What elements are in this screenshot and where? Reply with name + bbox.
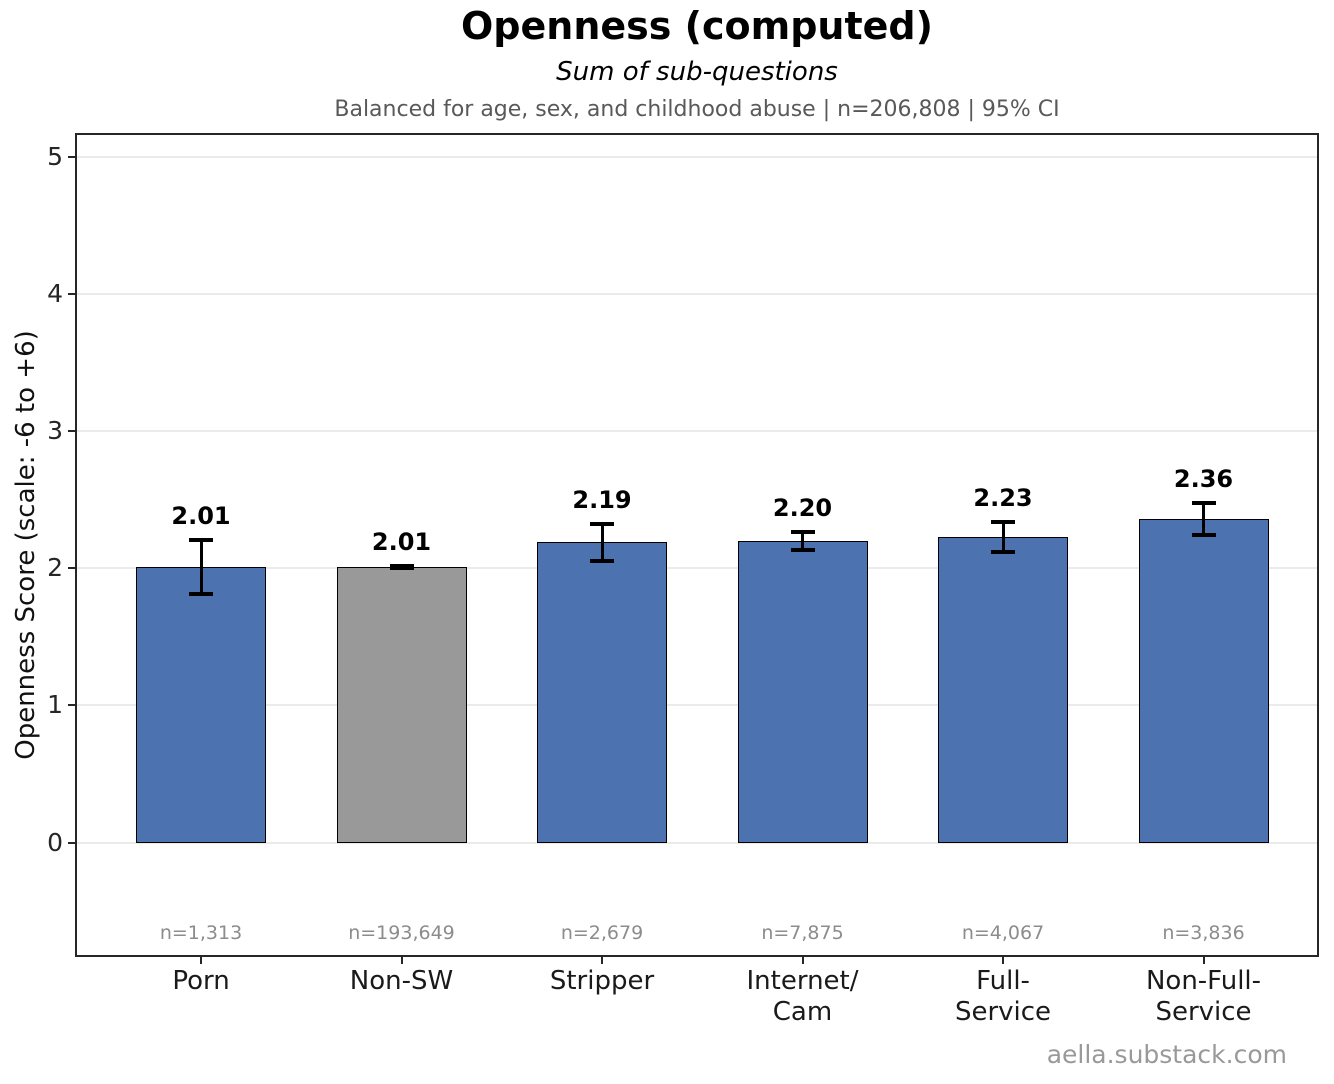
bar-value-label-non-full-service: 2.36 — [1173, 465, 1234, 494]
x-category-label-stripper: Stripper — [549, 966, 655, 996]
sample-size-label-full-service: n=4,067 — [961, 922, 1045, 944]
gridline-y-4 — [77, 293, 1317, 296]
y-tick-label-0: 0 — [47, 827, 63, 857]
bar-value-label-stripper: 2.19 — [572, 485, 632, 514]
sample-size-label-non-full-service: n=3,836 — [1162, 922, 1245, 944]
error-bar-cap-top-stripper — [590, 521, 614, 526]
sample-size-label-internet-cam: n=7,875 — [761, 922, 844, 944]
sample-size-label-stripper: n=2,679 — [560, 922, 644, 944]
x-tick-mark-non-full-service — [1202, 955, 1205, 964]
error-bar-cap-bottom-stripper — [590, 558, 614, 563]
y-tick-mark-0 — [68, 841, 77, 844]
error-bar-cap-top-non-sw — [389, 563, 414, 568]
x-tick-mark-non-sw — [400, 955, 403, 964]
y-tick-label-3: 3 — [47, 416, 63, 446]
error-bar-non-full-service — [1202, 503, 1205, 535]
bar-value-label-internet-cam: 2.20 — [772, 493, 833, 522]
sample-size-label-porn: n=1,313 — [159, 922, 243, 944]
x-category-label-porn: Porn — [172, 966, 230, 996]
bar-porn — [136, 566, 266, 843]
y-tick-label-5: 5 — [47, 141, 63, 171]
bar-stripper — [537, 542, 667, 843]
bar-internet-cam — [737, 540, 868, 843]
x-category-label-non-sw: Non-SW — [349, 966, 454, 996]
sample-size-label-non-sw: n=193,649 — [348, 922, 455, 944]
chart-meta-note: Balanced for age, sex, and childhood abu… — [334, 97, 1060, 122]
error-bar-cap-top-full-service — [991, 519, 1015, 524]
y-tick-mark-4 — [68, 293, 77, 296]
gridline-y-3 — [77, 430, 1317, 433]
y-tick-mark-5 — [68, 155, 77, 158]
x-category-label-full-service: Full- Service — [954, 966, 1052, 1027]
x-tick-mark-stripper — [601, 955, 603, 964]
bar-full-service — [938, 536, 1068, 843]
error-bar-full-service — [1001, 521, 1005, 552]
bar-non-full-service — [1138, 518, 1269, 843]
error-bar-cap-top-non-full-service — [1191, 501, 1216, 506]
error-bar-stripper — [600, 523, 604, 561]
x-tick-mark-porn — [200, 955, 202, 964]
error-bar-cap-top-internet-cam — [790, 529, 815, 534]
error-bar-porn — [199, 539, 203, 595]
watermark: aella.substack.com — [1046, 1040, 1287, 1069]
chart-title: Openness (computed) — [461, 4, 933, 48]
error-bar-cap-bottom-porn — [189, 592, 213, 597]
gridline-y-0 — [77, 841, 1317, 844]
gridline-y-1 — [77, 704, 1317, 707]
y-tick-label-1: 1 — [47, 690, 63, 720]
y-tick-label-2: 2 — [47, 553, 63, 583]
chart-subtitle: Sum of sub-questions — [556, 57, 838, 87]
error-bar-cap-bottom-non-full-service — [1191, 532, 1216, 537]
error-bar-cap-bottom-non-sw — [389, 566, 414, 571]
plot-area: 0 1 2 3 4 5 2.01 n=1,313 Porn 2.01 n=193,649 Non-SW… — [47, 133, 1319, 1027]
error-bar-internet-cam — [801, 531, 804, 550]
error-bar-cap-bottom-internet-cam — [790, 547, 815, 552]
bar-value-label-full-service: 2.23 — [973, 483, 1033, 512]
x-category-label-non-full-service: Non-Full- Service — [1145, 966, 1262, 1027]
y-tick-label-4: 4 — [47, 279, 63, 309]
bar-value-label-porn: 2.01 — [171, 501, 231, 530]
gridline-y-5 — [77, 155, 1317, 158]
y-tick-mark-1 — [68, 704, 77, 707]
y-tick-mark-2 — [68, 567, 77, 570]
bar-value-label-non-sw: 2.01 — [371, 527, 432, 556]
x-tick-mark-full-service — [1002, 955, 1004, 964]
y-tick-mark-3 — [68, 430, 77, 433]
gridline-y-2 — [77, 567, 1317, 570]
x-tick-mark-internet-cam — [801, 955, 804, 964]
error-bar-cap-top-porn — [189, 537, 213, 542]
bar-non-sw — [336, 566, 467, 843]
x-category-label-internet-cam: Internet/ Cam — [746, 966, 859, 1027]
error-bar-cap-bottom-full-service — [991, 549, 1015, 554]
